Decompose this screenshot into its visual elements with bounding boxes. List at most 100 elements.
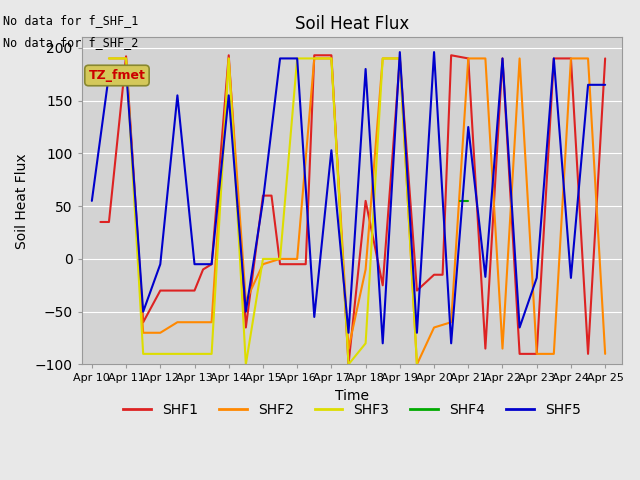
SHF5 — [602, 82, 609, 88]
SHF2 — [413, 361, 420, 367]
SHF2 — [328, 56, 335, 61]
SHF5 — [345, 330, 353, 336]
SHF1 — [499, 56, 506, 61]
SHF1 — [396, 56, 404, 61]
SHF5 — [328, 147, 335, 153]
SHF3 — [413, 361, 420, 367]
SHF3 — [122, 56, 130, 61]
SHF1 — [345, 361, 353, 367]
SHF5 — [88, 198, 96, 204]
SHF5 — [191, 261, 198, 267]
SHF3 — [191, 351, 198, 357]
SHF2 — [550, 351, 557, 357]
SHF2 — [379, 56, 387, 61]
SHF2 — [259, 261, 267, 267]
SHF2 — [242, 298, 250, 304]
SHF2 — [191, 319, 198, 325]
SHF5 — [259, 198, 267, 204]
SHF1 — [259, 193, 267, 199]
SHF5 — [550, 56, 557, 61]
SHF5 — [465, 124, 472, 130]
SHF2 — [156, 330, 164, 336]
Title: Soil Heat Flux: Soil Heat Flux — [295, 15, 409, 33]
X-axis label: Time: Time — [335, 389, 369, 403]
SHF5 — [208, 261, 216, 267]
SHF3 — [328, 56, 335, 61]
SHF5 — [379, 340, 387, 346]
SHF3 — [156, 351, 164, 357]
SHF2 — [447, 319, 455, 325]
SHF1 — [584, 351, 592, 357]
SHF5 — [396, 49, 404, 55]
SHF2 — [584, 56, 592, 61]
SHF3 — [259, 256, 267, 262]
SHF1 — [328, 52, 335, 58]
Line: SHF2: SHF2 — [109, 59, 605, 364]
SHF2 — [173, 319, 181, 325]
SHF5 — [276, 56, 284, 61]
SHF3 — [276, 256, 284, 262]
SHF5 — [413, 330, 420, 336]
SHF3 — [310, 56, 318, 61]
SHF5 — [199, 261, 207, 267]
SHF5 — [105, 72, 113, 77]
SHF5 — [516, 324, 524, 330]
Text: No data for f_SHF_1: No data for f_SHF_1 — [3, 14, 139, 27]
SHF2 — [122, 56, 130, 61]
SHF2 — [516, 56, 524, 61]
SHF1 — [465, 56, 472, 61]
SHF2 — [208, 319, 216, 325]
SHF5 — [156, 261, 164, 267]
SHF1 — [481, 346, 489, 351]
SHF2 — [533, 351, 541, 357]
SHF2 — [225, 56, 232, 61]
SHF1 — [439, 272, 447, 277]
SHF2 — [602, 351, 609, 357]
SHF1 — [140, 319, 147, 325]
SHF3 — [140, 351, 147, 357]
SHF2 — [105, 56, 113, 61]
SHF3 — [105, 56, 113, 61]
SHF1 — [602, 56, 609, 61]
Text: No data for f_SHF_2: No data for f_SHF_2 — [3, 36, 139, 49]
SHF1 — [268, 193, 275, 199]
SHF1 — [156, 288, 164, 293]
Y-axis label: Soil Heat Flux: Soil Heat Flux — [15, 153, 29, 249]
SHF2 — [140, 330, 147, 336]
SHF2 — [465, 56, 472, 61]
SHF5 — [122, 66, 130, 72]
Text: TZ_fmet: TZ_fmet — [88, 69, 145, 82]
SHF3 — [379, 56, 387, 61]
SHF2 — [293, 256, 301, 262]
SHF1 — [208, 261, 216, 267]
SHF5 — [310, 314, 318, 320]
SHF5 — [225, 93, 232, 98]
Line: SHF5: SHF5 — [92, 52, 605, 343]
Legend: SHF1, SHF2, SHF3, SHF4, SHF5: SHF1, SHF2, SHF3, SHF4, SHF5 — [118, 398, 586, 423]
SHF1 — [379, 282, 387, 288]
SHF1 — [173, 288, 181, 293]
Line: SHF1: SHF1 — [100, 55, 605, 364]
SHF4 — [456, 198, 463, 204]
SHF3 — [293, 56, 301, 61]
SHF1 — [447, 52, 455, 58]
SHF1 — [430, 272, 438, 277]
Line: SHF3: SHF3 — [109, 59, 417, 364]
SHF2 — [276, 256, 284, 262]
SHF2 — [430, 324, 438, 330]
SHF5 — [584, 82, 592, 88]
SHF1 — [293, 261, 301, 267]
SHF1 — [276, 261, 284, 267]
SHF1 — [550, 56, 557, 61]
SHF1 — [242, 324, 250, 330]
SHF2 — [362, 266, 369, 272]
SHF2 — [310, 56, 318, 61]
SHF5 — [567, 275, 575, 281]
SHF5 — [533, 275, 541, 281]
SHF5 — [430, 49, 438, 55]
SHF5 — [173, 93, 181, 98]
SHF3 — [396, 56, 404, 61]
SHF3 — [225, 56, 232, 61]
SHF5 — [447, 340, 455, 346]
SHF1 — [310, 52, 318, 58]
